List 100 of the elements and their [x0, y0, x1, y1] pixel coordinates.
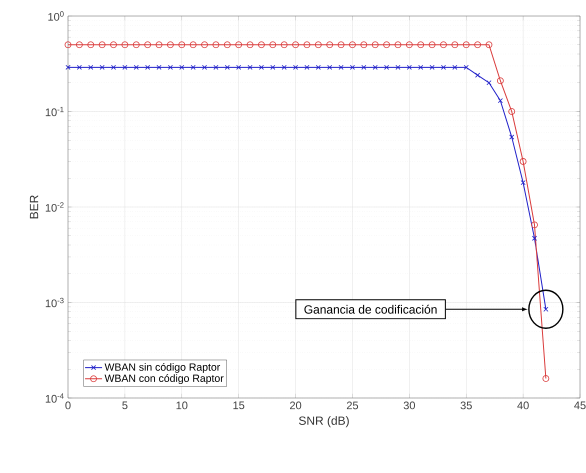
point — [509, 134, 514, 140]
x-tick-label: 20 — [290, 402, 302, 410]
point — [361, 64, 366, 70]
point — [428, 41, 436, 48]
x-axis-title: SNR (dB) — [298, 416, 349, 428]
point — [246, 41, 254, 48]
point — [98, 41, 106, 48]
x-tick-label: 15 — [233, 402, 244, 410]
point — [451, 41, 458, 48]
point — [156, 64, 162, 70]
point — [224, 41, 231, 48]
point — [76, 64, 82, 70]
point — [293, 64, 298, 70]
point — [213, 64, 218, 70]
point — [134, 64, 139, 70]
point — [474, 41, 481, 48]
point — [110, 41, 117, 48]
point — [88, 64, 94, 70]
point — [464, 64, 469, 70]
point — [531, 221, 538, 228]
point — [372, 41, 379, 48]
y-tick-label: 10$^{-2}$ — [46, 202, 64, 212]
point — [440, 41, 447, 48]
point — [383, 41, 390, 48]
point — [327, 64, 332, 70]
point — [248, 64, 253, 70]
point — [280, 41, 288, 48]
point — [417, 41, 424, 48]
point — [314, 41, 322, 48]
point — [201, 41, 208, 48]
point — [144, 41, 152, 48]
legend-label: WBAN con código Raptor — [104, 374, 224, 384]
point — [349, 41, 356, 48]
point — [270, 64, 276, 70]
point — [486, 80, 492, 86]
legend-label: WBAN sin código Raptor — [104, 362, 220, 373]
y-tick-label: 10$^{-1}$ — [46, 106, 64, 116]
point — [145, 64, 150, 70]
point — [338, 64, 344, 70]
y-tick-label: 10$^{-4}$ — [46, 393, 64, 403]
point — [418, 64, 424, 70]
point — [384, 64, 390, 70]
point — [462, 41, 470, 48]
point — [304, 64, 310, 70]
point — [179, 64, 184, 70]
point — [406, 64, 412, 70]
x-tick-label: 40 — [517, 402, 529, 410]
point — [304, 41, 310, 48]
x-tick-label: 35 — [460, 402, 472, 410]
point — [167, 41, 174, 48]
point — [76, 41, 83, 48]
point — [326, 41, 334, 48]
x-tick-label: 5 — [122, 402, 128, 410]
x-tick-label: 0 — [65, 402, 71, 410]
point — [65, 64, 71, 70]
y-tick-label: 10$^{-3}$ — [46, 298, 64, 308]
y-axis-title: BER — [30, 195, 38, 218]
point — [87, 41, 94, 48]
x-tick-label: 45 — [574, 402, 586, 410]
point — [475, 72, 480, 78]
point — [532, 236, 538, 241]
point — [64, 41, 72, 48]
point — [100, 64, 105, 70]
point — [168, 64, 173, 70]
point — [395, 64, 400, 70]
point — [235, 41, 242, 48]
point — [430, 64, 435, 70]
point — [202, 64, 208, 70]
point — [338, 41, 344, 48]
point — [360, 41, 368, 48]
point — [520, 180, 526, 186]
point — [132, 41, 140, 48]
point — [394, 41, 402, 48]
point — [236, 64, 242, 70]
point — [156, 41, 162, 48]
y-tick-label: 10$^{0}$ — [48, 11, 64, 21]
point — [282, 64, 287, 70]
point — [406, 41, 413, 48]
x-tick-label: 10 — [176, 402, 188, 410]
annotation: Ganancia de codificación — [304, 304, 437, 314]
point — [269, 41, 276, 48]
x-tick-label: 25 — [346, 402, 358, 410]
point — [122, 41, 128, 48]
point — [111, 64, 116, 70]
point — [122, 64, 128, 70]
point — [316, 64, 321, 70]
point — [178, 41, 186, 48]
point — [224, 64, 230, 70]
point — [190, 64, 196, 70]
point — [292, 41, 299, 48]
point — [496, 77, 504, 84]
point — [190, 41, 197, 48]
point — [440, 64, 446, 70]
point — [508, 108, 516, 115]
point — [350, 64, 355, 70]
point — [258, 64, 264, 70]
point — [258, 41, 265, 48]
point — [498, 98, 503, 104]
point — [372, 64, 378, 70]
point — [542, 375, 550, 382]
